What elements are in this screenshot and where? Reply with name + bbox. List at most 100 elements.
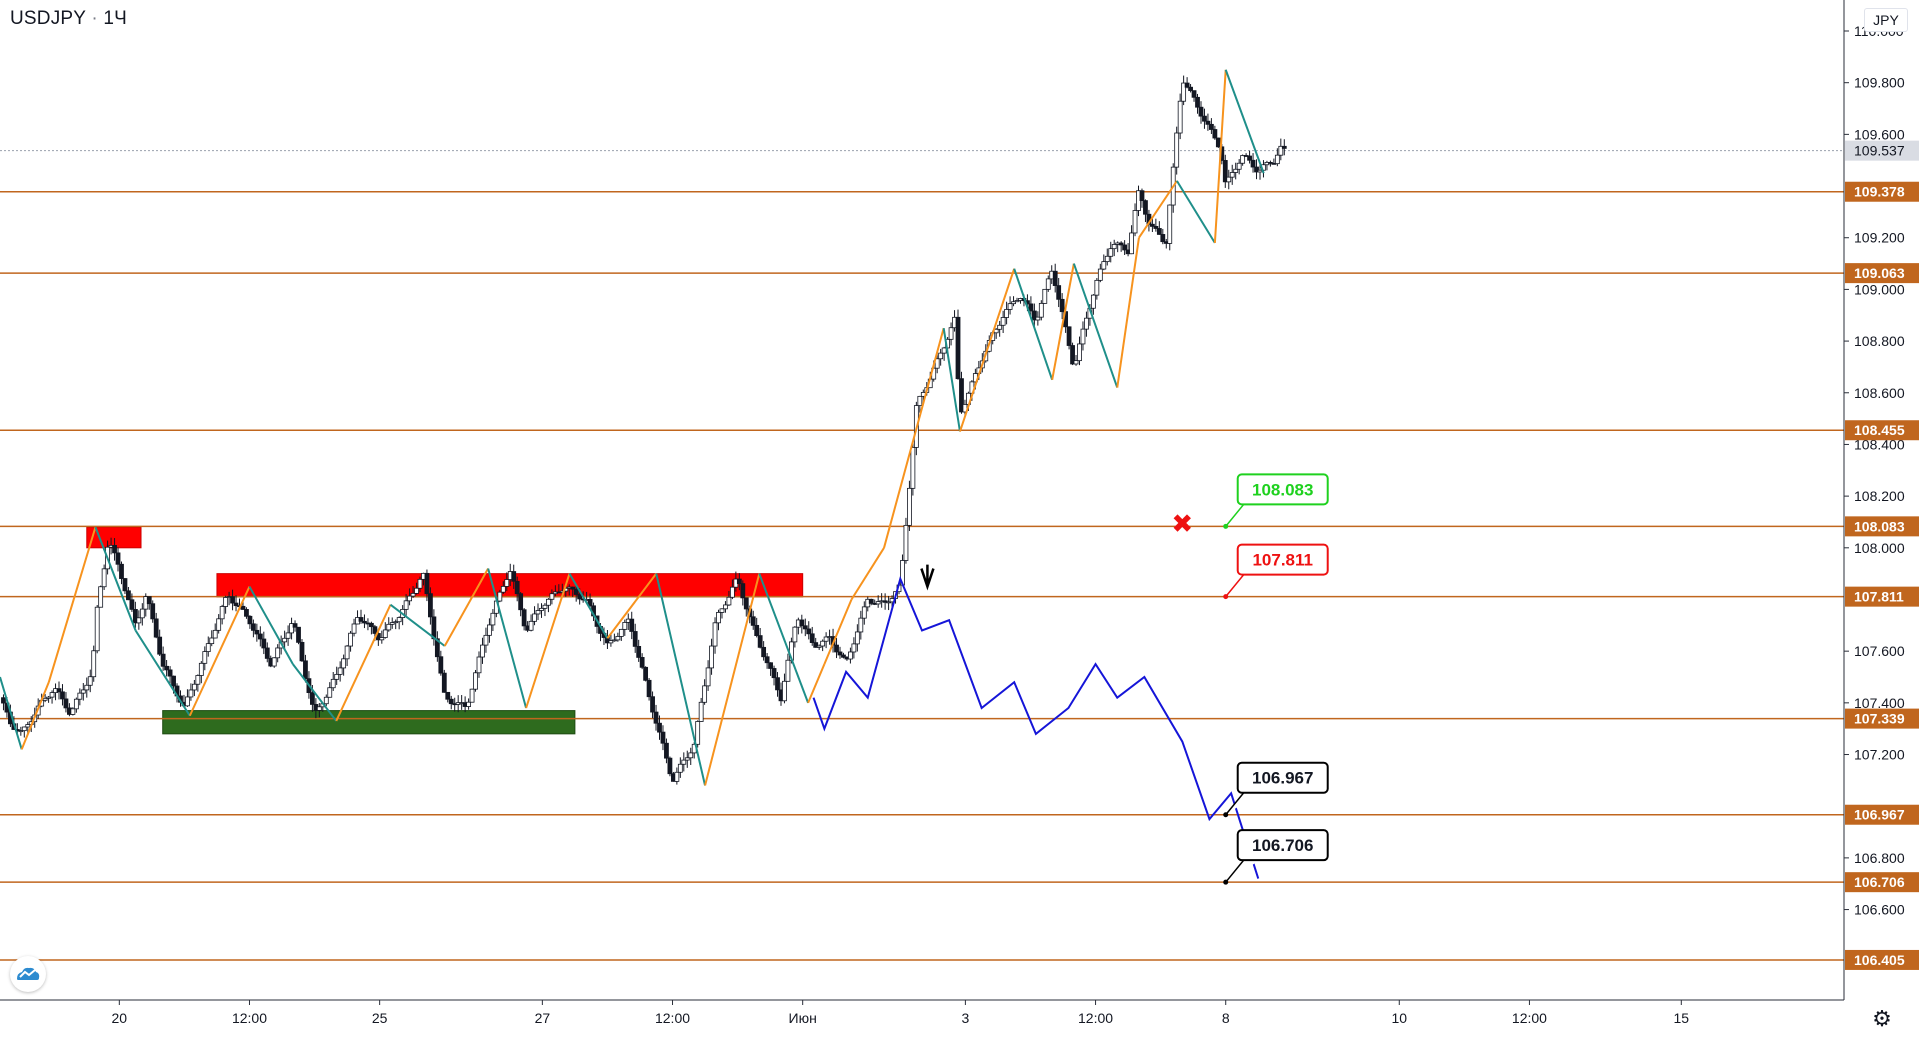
x-tick-label-3: 27 xyxy=(535,1010,551,1026)
candle-body-301 xyxy=(1045,278,1051,290)
zigzag-segment-26 xyxy=(1051,263,1075,381)
candle-body-16 xyxy=(56,688,62,693)
candle-body-308 xyxy=(1070,345,1075,365)
level-badge-1 xyxy=(1845,263,1919,284)
level-badge-label-7: 106.706 xyxy=(1854,874,1905,890)
candle-body-244 xyxy=(848,651,853,660)
candle-body-156 xyxy=(542,604,548,609)
y-tick-label-5: 108.800 xyxy=(1854,333,1905,349)
candle-body-57 xyxy=(198,662,204,676)
level-badge-2 xyxy=(1845,420,1919,441)
candle-body-316 xyxy=(1097,268,1103,281)
y-tick-label-10: 107.600 xyxy=(1854,643,1905,659)
markers-layer: ✖ xyxy=(920,510,1193,591)
candle-body-296 xyxy=(1028,303,1034,312)
level-badge-label-3: 108.083 xyxy=(1854,518,1905,534)
candle-body-237 xyxy=(823,636,829,642)
candle-body-48 xyxy=(167,669,173,677)
level-badge-label-0: 109.378 xyxy=(1854,184,1905,200)
candle-body-207 xyxy=(719,608,725,613)
y-tick-label-1: 109.800 xyxy=(1854,75,1905,91)
zigzag-segment-9 xyxy=(335,604,392,722)
candle-body-304 xyxy=(1056,285,1062,300)
level-badge-8 xyxy=(1845,949,1919,970)
symbol-title[interactable]: USDJPY · 1Ч xyxy=(10,8,127,30)
candle-body-203 xyxy=(705,667,711,687)
time-axis[interactable]: 20 12:00 25 27 12:00 Июн 3 12:00 8 10 12:00 15 xyxy=(0,999,1920,1038)
tradingview-logo-icon[interactable] xyxy=(10,956,46,992)
price-axis[interactable]: 110.000109.800109.600109.200109.000108.8… xyxy=(1843,0,1920,1000)
candle-body-74 xyxy=(257,633,263,640)
candle-body-154 xyxy=(535,610,541,615)
candle-body-139 xyxy=(483,634,489,646)
candle-body-111 xyxy=(386,623,392,631)
candle-body-49 xyxy=(171,675,176,687)
candle-body-191 xyxy=(664,742,669,759)
candle-body-188 xyxy=(653,711,659,724)
candle-body-38 xyxy=(132,608,138,624)
level-badge-label-8: 106.405 xyxy=(1854,952,1905,968)
candle-body-232 xyxy=(806,628,812,635)
candle-body-87 xyxy=(303,660,308,680)
y-tick-label-9: 108.000 xyxy=(1854,540,1905,556)
candle-body-83 xyxy=(289,623,294,634)
candle-body-152 xyxy=(528,620,534,631)
candle-body-214 xyxy=(743,597,749,610)
candle-body-96 xyxy=(334,673,340,680)
candle-body-264 xyxy=(917,395,923,406)
y-tick-label-4: 109.000 xyxy=(1854,281,1905,297)
candle-body-126 xyxy=(438,656,444,674)
settings-gear-icon[interactable]: ⚙ xyxy=(1872,1006,1892,1031)
candle-body-234 xyxy=(813,642,819,648)
candle-body-288 xyxy=(1000,317,1006,326)
candle-body-331 xyxy=(1149,223,1155,227)
zigzag-segment-19 xyxy=(807,663,826,704)
candle-body-40 xyxy=(139,608,145,619)
candle-body-44 xyxy=(153,618,159,638)
candle-body-196 xyxy=(681,759,687,765)
candle-body-103 xyxy=(358,617,364,622)
candle-body-344 xyxy=(1195,96,1200,108)
candle-body-245 xyxy=(851,643,857,653)
candle-body-18 xyxy=(63,698,69,709)
candle-body-164 xyxy=(570,586,576,590)
zones-layer xyxy=(86,526,804,735)
zigzag-segment-22 xyxy=(883,327,945,549)
callout-pointer-2 xyxy=(1225,791,1260,816)
candle-body-42 xyxy=(146,596,152,605)
candle-body-246 xyxy=(854,631,860,645)
candle-body-317 xyxy=(1101,261,1107,270)
candle-body-22 xyxy=(77,692,83,700)
candle-body-14 xyxy=(49,692,55,698)
candle-body-292 xyxy=(1014,300,1020,303)
candle-body-348 xyxy=(1208,123,1214,130)
candle-body-343 xyxy=(1191,90,1197,98)
zigzag-segment-2 xyxy=(20,681,50,750)
candle-body-289 xyxy=(1004,309,1010,318)
candle-body-228 xyxy=(792,626,798,643)
zigzag-segment-13 xyxy=(525,573,571,709)
candle-body-255 xyxy=(886,601,891,604)
zigzag-segment-32 xyxy=(1224,69,1265,174)
callout-pointer-0 xyxy=(1225,503,1260,527)
currency-badge[interactable]: JPY xyxy=(1864,8,1908,32)
candle-body-26 xyxy=(91,650,97,678)
candle-body-262 xyxy=(910,447,916,489)
zigzag-segment-1 xyxy=(0,676,23,750)
zigzag-segment-30 xyxy=(1176,180,1216,244)
candle-body-185 xyxy=(643,666,649,681)
candle-body-368 xyxy=(1278,145,1284,156)
callout-anchor-0 xyxy=(1223,523,1229,529)
candle-body-5 xyxy=(18,730,24,733)
candle-body-300 xyxy=(1042,288,1048,304)
callout-box-0 xyxy=(1236,473,1329,506)
candle-body-248 xyxy=(861,606,867,619)
candle-body-149 xyxy=(518,593,524,611)
candle-body-359 xyxy=(1247,155,1252,161)
zigzag-segment-4 xyxy=(94,526,137,631)
candle-body-62 xyxy=(216,618,222,631)
candle-body-61 xyxy=(212,629,218,639)
candle-body-36 xyxy=(126,590,131,601)
x-tick-label-4: 12:00 xyxy=(655,1010,690,1026)
